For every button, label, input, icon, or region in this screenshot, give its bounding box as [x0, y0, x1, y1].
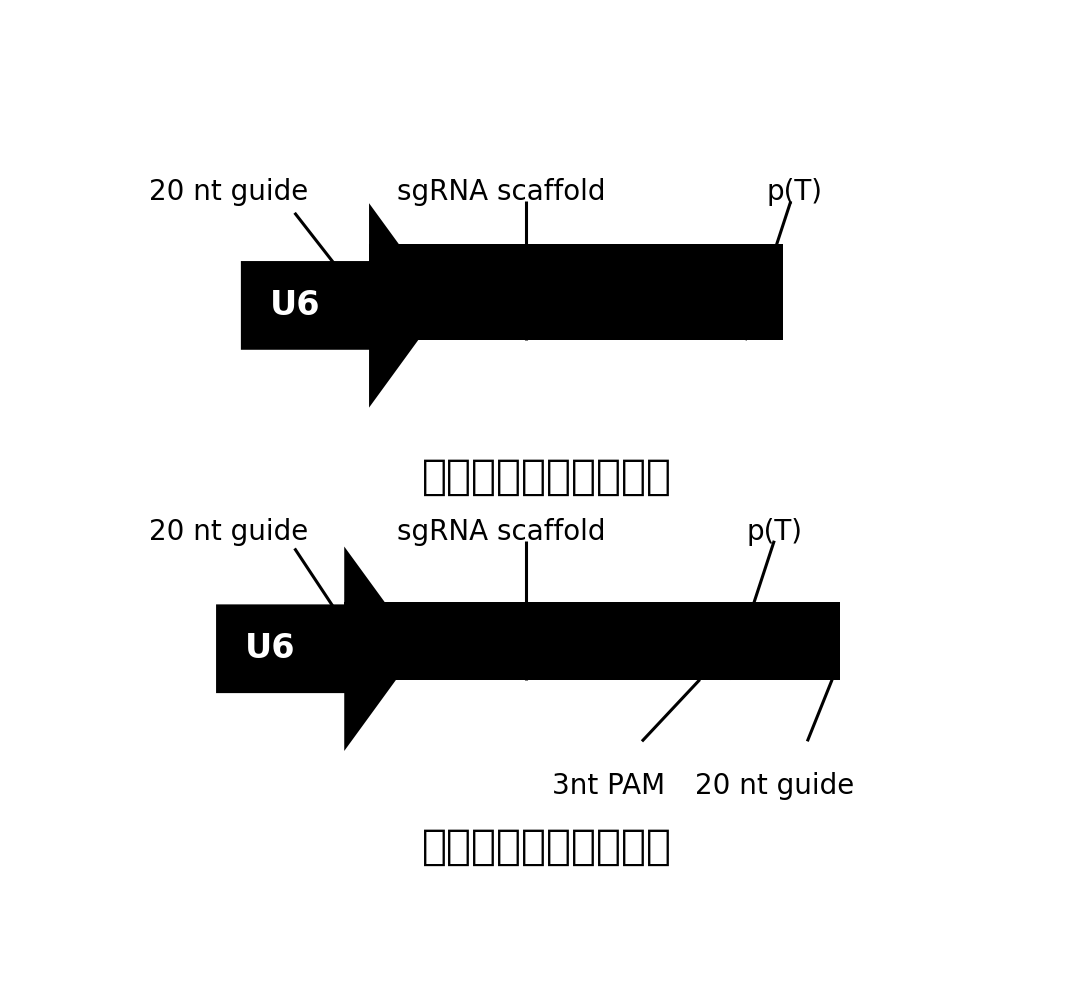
Text: 优化后转录元件示意图: 优化后转录元件示意图 — [421, 827, 672, 868]
Text: p(T): p(T) — [767, 178, 823, 206]
Text: 20 nt guide: 20 nt guide — [148, 178, 308, 206]
Text: sgRNA scaffold: sgRNA scaffold — [397, 178, 606, 206]
Text: 优化前转录元件示意图: 优化前转录元件示意图 — [421, 456, 672, 498]
Text: U6: U6 — [270, 289, 320, 322]
Text: 3nt PAM: 3nt PAM — [553, 773, 666, 801]
Bar — [369, 243, 782, 340]
Text: 20 nt guide: 20 nt guide — [695, 773, 854, 801]
Text: U6: U6 — [244, 632, 296, 665]
Text: 20 nt guide: 20 nt guide — [148, 518, 308, 545]
Polygon shape — [216, 546, 418, 750]
Bar — [345, 602, 841, 679]
Text: sgRNA scaffold: sgRNA scaffold — [397, 518, 606, 545]
Text: p(T): p(T) — [746, 518, 802, 545]
Polygon shape — [241, 203, 444, 408]
